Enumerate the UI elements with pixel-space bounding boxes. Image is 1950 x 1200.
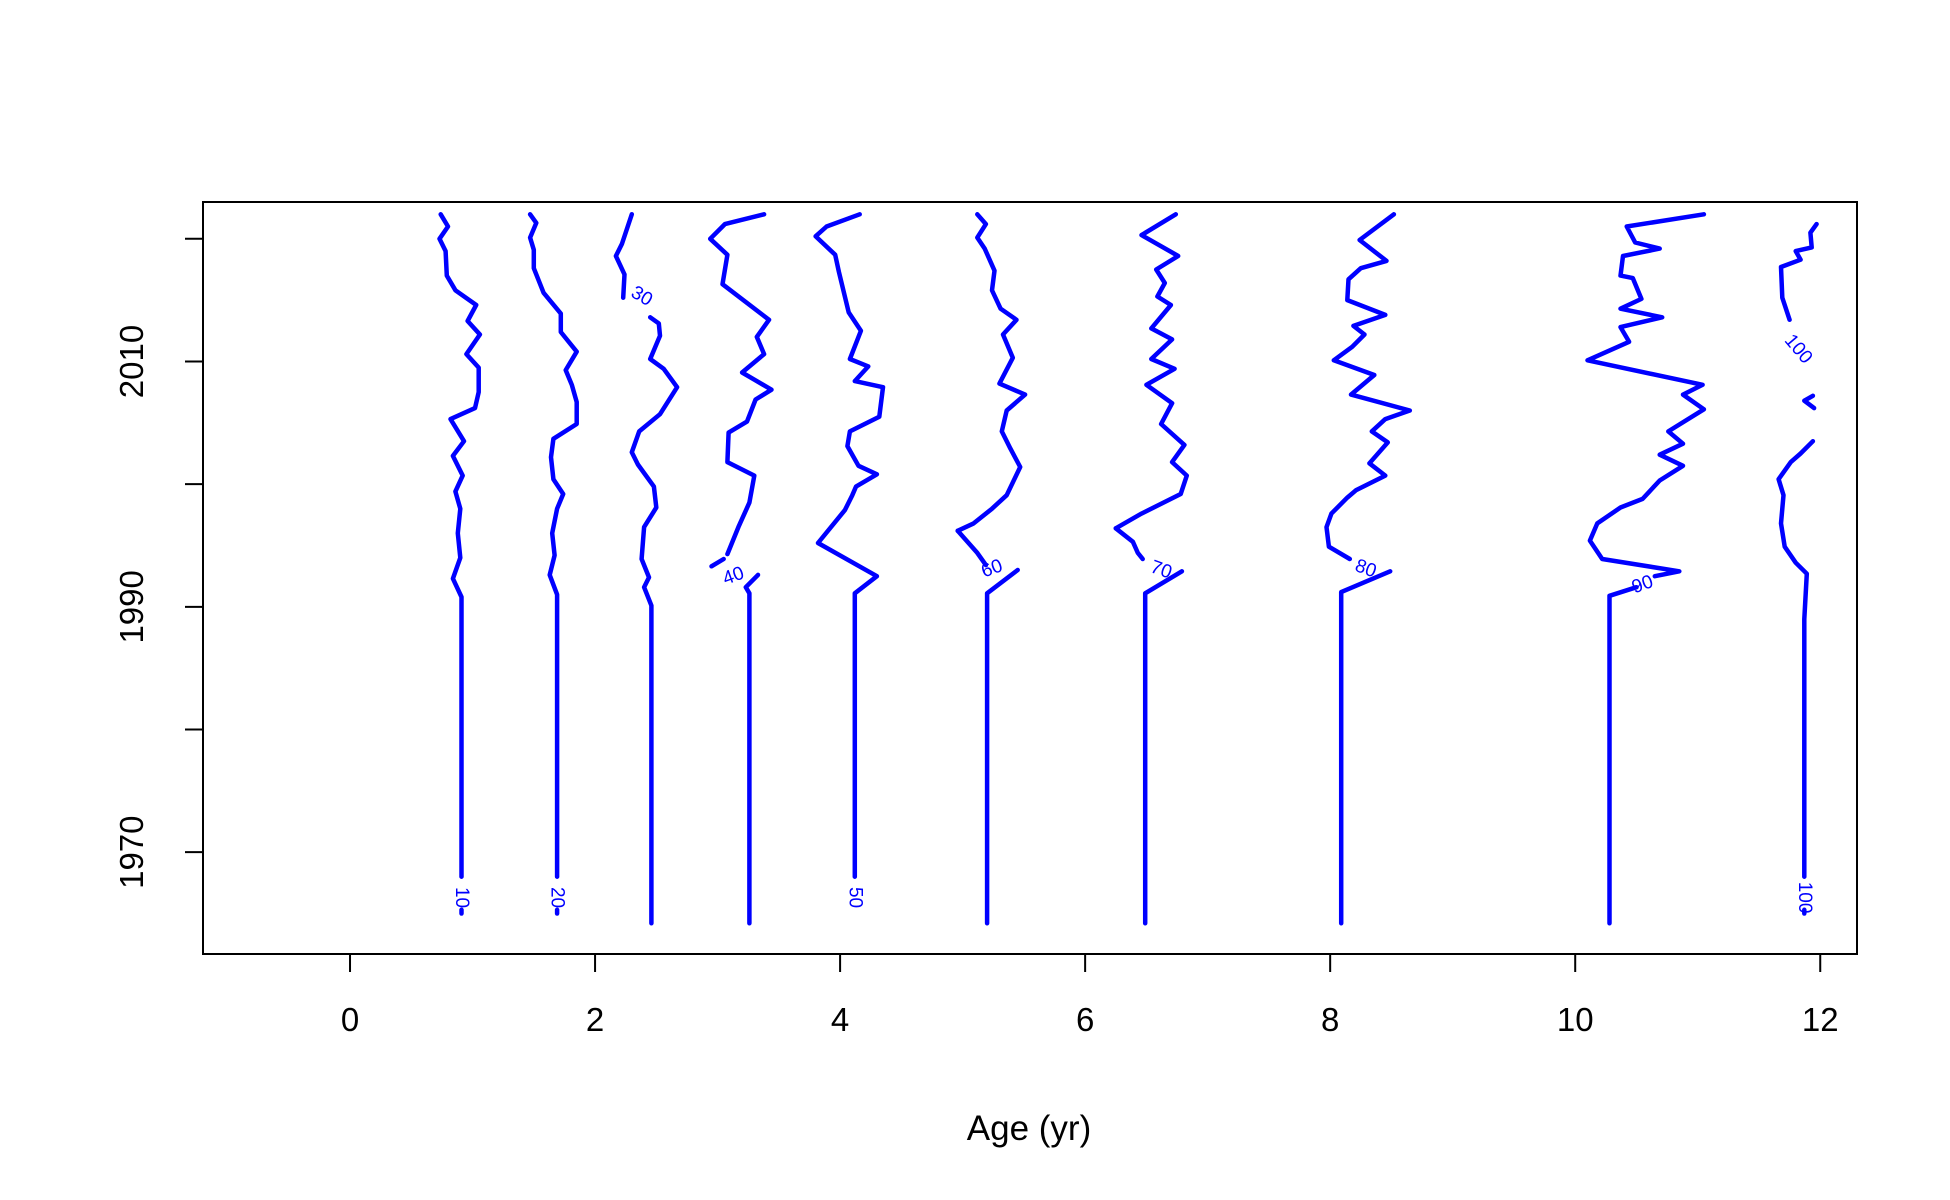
x-tick-label: 8 — [1321, 1001, 1339, 1038]
contour-label: 90 — [1629, 571, 1656, 598]
contour-line-70 — [1113, 212, 1190, 531]
contour-label: 50 — [844, 887, 865, 908]
y-axis: 1970 1990 2010 — [113, 237, 204, 889]
contour-line-40 — [709, 556, 726, 569]
contour-label: 40 — [720, 563, 747, 590]
y-tick-label: 1990 — [113, 570, 150, 643]
contour-line-100 — [1778, 221, 1819, 323]
contour-label: 10 — [451, 887, 472, 908]
y-tick-label: 2010 — [113, 325, 150, 398]
y-tick-label: 1970 — [113, 815, 150, 888]
x-tick-label: 4 — [831, 1001, 849, 1038]
contour-line-90 — [1585, 212, 1707, 579]
x-tick-label: 6 — [1076, 1001, 1094, 1038]
contour-lines — [437, 212, 1819, 926]
contour-line-70 — [1113, 526, 1145, 562]
contour-line-40 — [743, 572, 761, 926]
x-tick-label: 12 — [1802, 1001, 1839, 1038]
contour-line-60 — [984, 567, 1020, 926]
x-axis: 0 2 4 6 8 10 12 — [341, 953, 1839, 1038]
x-axis-title: Age (yr) — [967, 1109, 1091, 1148]
contour-line-40 — [707, 212, 774, 557]
contour-label: 20 — [547, 887, 568, 908]
contour-line-10 — [437, 212, 483, 879]
x-tick-label: 2 — [586, 1001, 604, 1038]
x-tick-label: 0 — [341, 1001, 359, 1038]
contour-line-30 — [613, 212, 635, 300]
contour-line-60 — [955, 212, 1028, 534]
contour-line-30 — [629, 315, 680, 926]
contour-line-100 — [1776, 438, 1816, 879]
contour-label: 30 — [627, 282, 656, 311]
contour-label: 100 — [1794, 882, 1815, 914]
contour-line-50 — [813, 212, 886, 879]
contour-line-20 — [527, 212, 579, 879]
x-tick-label: 10 — [1557, 1001, 1594, 1038]
contour-label: 100 — [1780, 330, 1816, 368]
contour-line-100 — [1802, 393, 1817, 411]
contour-line-60 — [955, 528, 989, 568]
contour-line-80 — [1324, 212, 1413, 562]
contour-line-90 — [1607, 584, 1639, 926]
contour-line-80 — [1338, 569, 1393, 926]
contour-line-70 — [1142, 569, 1185, 926]
